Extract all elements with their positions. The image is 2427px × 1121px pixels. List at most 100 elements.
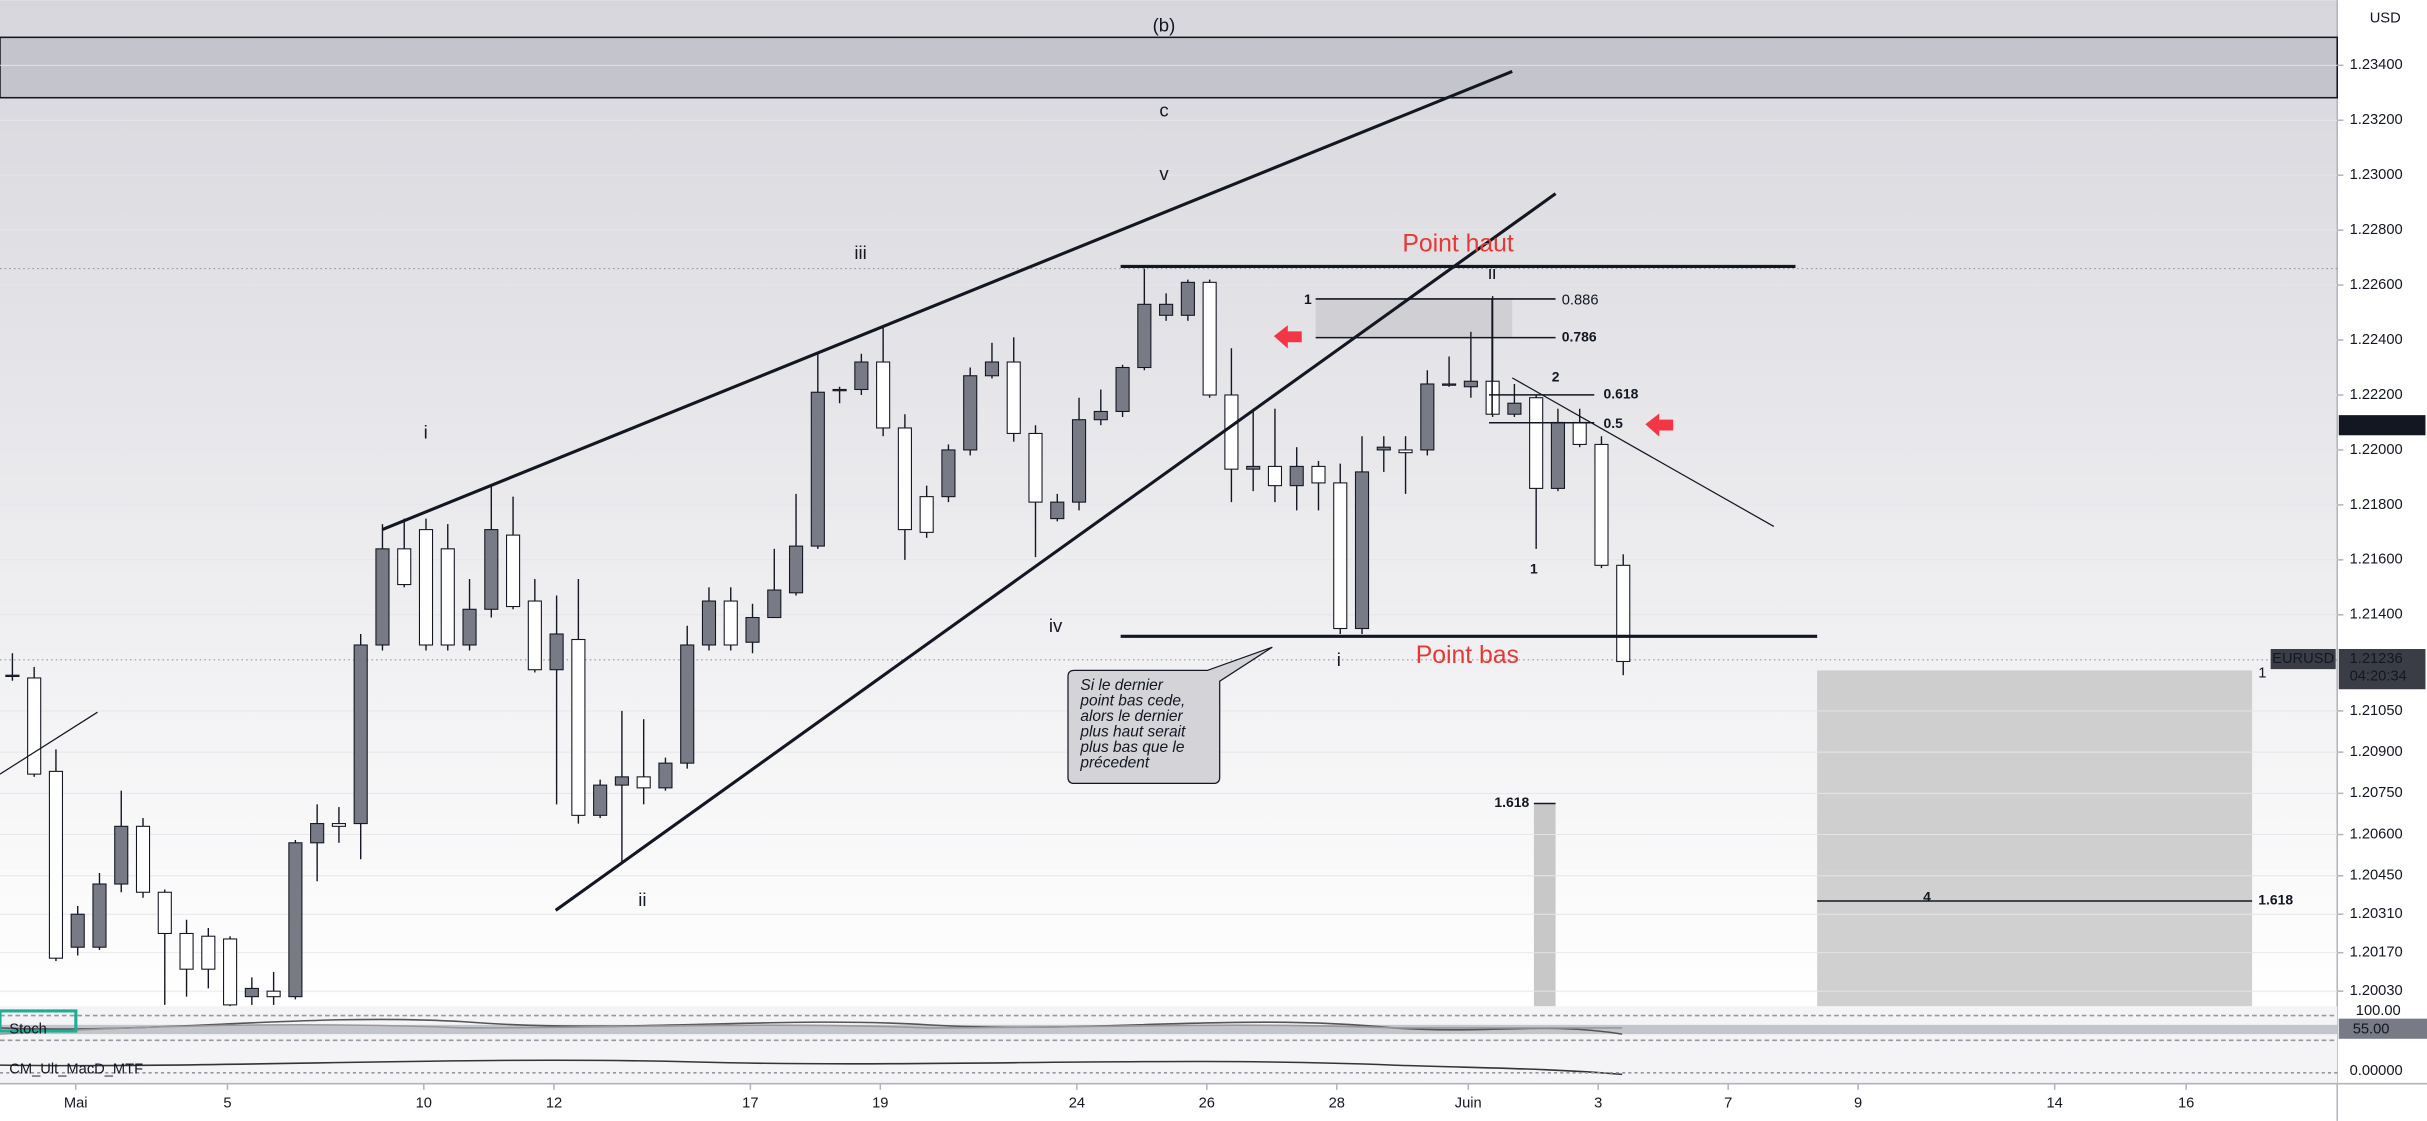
point-haut-label: Point haut [1402, 230, 1514, 257]
candle-body [1333, 482, 1348, 630]
candle-body [266, 990, 281, 998]
y-tick-label: 1.21600 [2350, 552, 2403, 568]
indicator-line [0, 1059, 1623, 1076]
candle-body [1572, 421, 1587, 445]
candle-body [440, 548, 455, 646]
indicator-name: CM_Ult_MacD_MTF [9, 1062, 143, 1078]
indicator-value: 55.00 [2353, 1021, 2390, 1037]
y-tick-label: 1.21800 [2350, 497, 2403, 513]
crosshair-tag [2338, 415, 2426, 436]
wave-label: iii [854, 242, 866, 263]
countdown-label: 04:20:34 [2350, 669, 2407, 685]
x-tick-label: 9 [1854, 1096, 1862, 1112]
callout-line: alors le dernier [1080, 708, 1183, 725]
candle-body [201, 935, 216, 970]
callout-box [1067, 646, 1273, 785]
trend-line [381, 69, 1513, 531]
candle-body [941, 449, 956, 498]
y-tick-label: 1.23400 [2350, 57, 2403, 73]
indicator-top: 100.00 [2356, 1003, 2401, 1019]
indicator-selector[interactable] [0, 1009, 78, 1033]
x-tick-label: 14 [2047, 1096, 2063, 1112]
y-tick-label: 1.20600 [2350, 826, 2403, 842]
candle-body [984, 361, 1000, 377]
callout-line: point bas cede, [1079, 692, 1185, 709]
indicator-line [0, 1018, 1623, 1035]
callout-line: précedent [1079, 754, 1150, 771]
candle-body [636, 776, 651, 789]
trend-line [554, 192, 1557, 912]
y-tick-label: 1.20030 [2350, 983, 2403, 999]
wave-label: i [424, 421, 428, 442]
fib-label: 0.886 [1562, 292, 1599, 308]
trend-line [1511, 377, 1775, 527]
x-tick-label: 16 [2178, 1096, 2194, 1112]
drawings [0, 69, 1818, 912]
candle-body [810, 391, 825, 547]
candle-body [223, 938, 238, 1006]
candle-body [876, 361, 891, 429]
y-tick-label: 1.22200 [2350, 387, 2403, 403]
candle-body [614, 776, 629, 786]
candle-body [1311, 465, 1326, 484]
candle-body [527, 600, 542, 671]
indicator-band [0, 1024, 2338, 1035]
candle-body [1028, 432, 1043, 503]
y-tick-label: 1.20310 [2350, 906, 2403, 922]
candle-body [1442, 383, 1457, 386]
candle-body [353, 644, 368, 825]
callout-text: Si le dernier point bas cede, alors le d… [1079, 677, 1186, 771]
symbol-label: EURUSD [2272, 651, 2334, 667]
wave-label: ii [1488, 262, 1496, 283]
candle-body [135, 825, 151, 893]
candle-body [571, 638, 586, 816]
x-tick-label: 7 [1724, 1096, 1732, 1112]
arrow-icon [1273, 325, 1302, 349]
candle-body [310, 823, 325, 844]
point-bas-label: Point bas [1416, 642, 1519, 669]
price-tags: 1.23400 1.23200 1.23000 1.22800 1.22600 1.224… [2270, 57, 2426, 999]
candle-body [832, 388, 847, 392]
y-tick-label: 1.23000 [2350, 167, 2403, 183]
candle-body [244, 987, 259, 998]
candle-body [1507, 402, 1522, 415]
candle-body [484, 529, 499, 610]
candle-body [723, 600, 738, 646]
candle-body [1550, 421, 1566, 489]
wave-label: ii [638, 889, 646, 910]
extension-bar [1533, 803, 1556, 1007]
y-tick-label: 1.22400 [2350, 332, 2403, 348]
candle-body [919, 496, 934, 533]
candle-body [5, 674, 20, 677]
candle-body [179, 932, 194, 970]
indicator-pane [0, 1006, 2338, 1084]
x-tick-label: 3 [1594, 1096, 1602, 1112]
y-tick-label: 1.23200 [2350, 112, 2403, 128]
candle-body [788, 545, 804, 594]
candle-body [1071, 419, 1087, 503]
candle-body [1398, 449, 1413, 454]
candle-body [1006, 361, 1021, 434]
wave-label: i [1337, 649, 1341, 670]
candle-body [1246, 465, 1261, 470]
x-tick-label: Juin [1455, 1096, 1482, 1112]
candle-body [1137, 303, 1152, 369]
candle-body [658, 762, 673, 789]
candle-body [375, 548, 390, 646]
x-tick-label: 24 [1069, 1096, 1085, 1112]
candle-body [1529, 397, 1544, 489]
candle-body [897, 427, 912, 531]
currency-label: USD [2370, 11, 2401, 27]
y-tick-label: 1.20450 [2350, 868, 2403, 884]
resistance-zone [0, 36, 2338, 99]
annotations: (b) c v iii i ii iv i ii 1 Point haut Po… [424, 14, 2294, 910]
candle-body [680, 644, 695, 764]
y-tick-label: 1.22600 [2350, 277, 2403, 293]
wave-label: v [1159, 163, 1169, 184]
y-tick-label: 1.20900 [2350, 744, 2403, 760]
candle-body [701, 600, 717, 646]
candle-body [963, 375, 978, 451]
candle-body [745, 616, 760, 643]
